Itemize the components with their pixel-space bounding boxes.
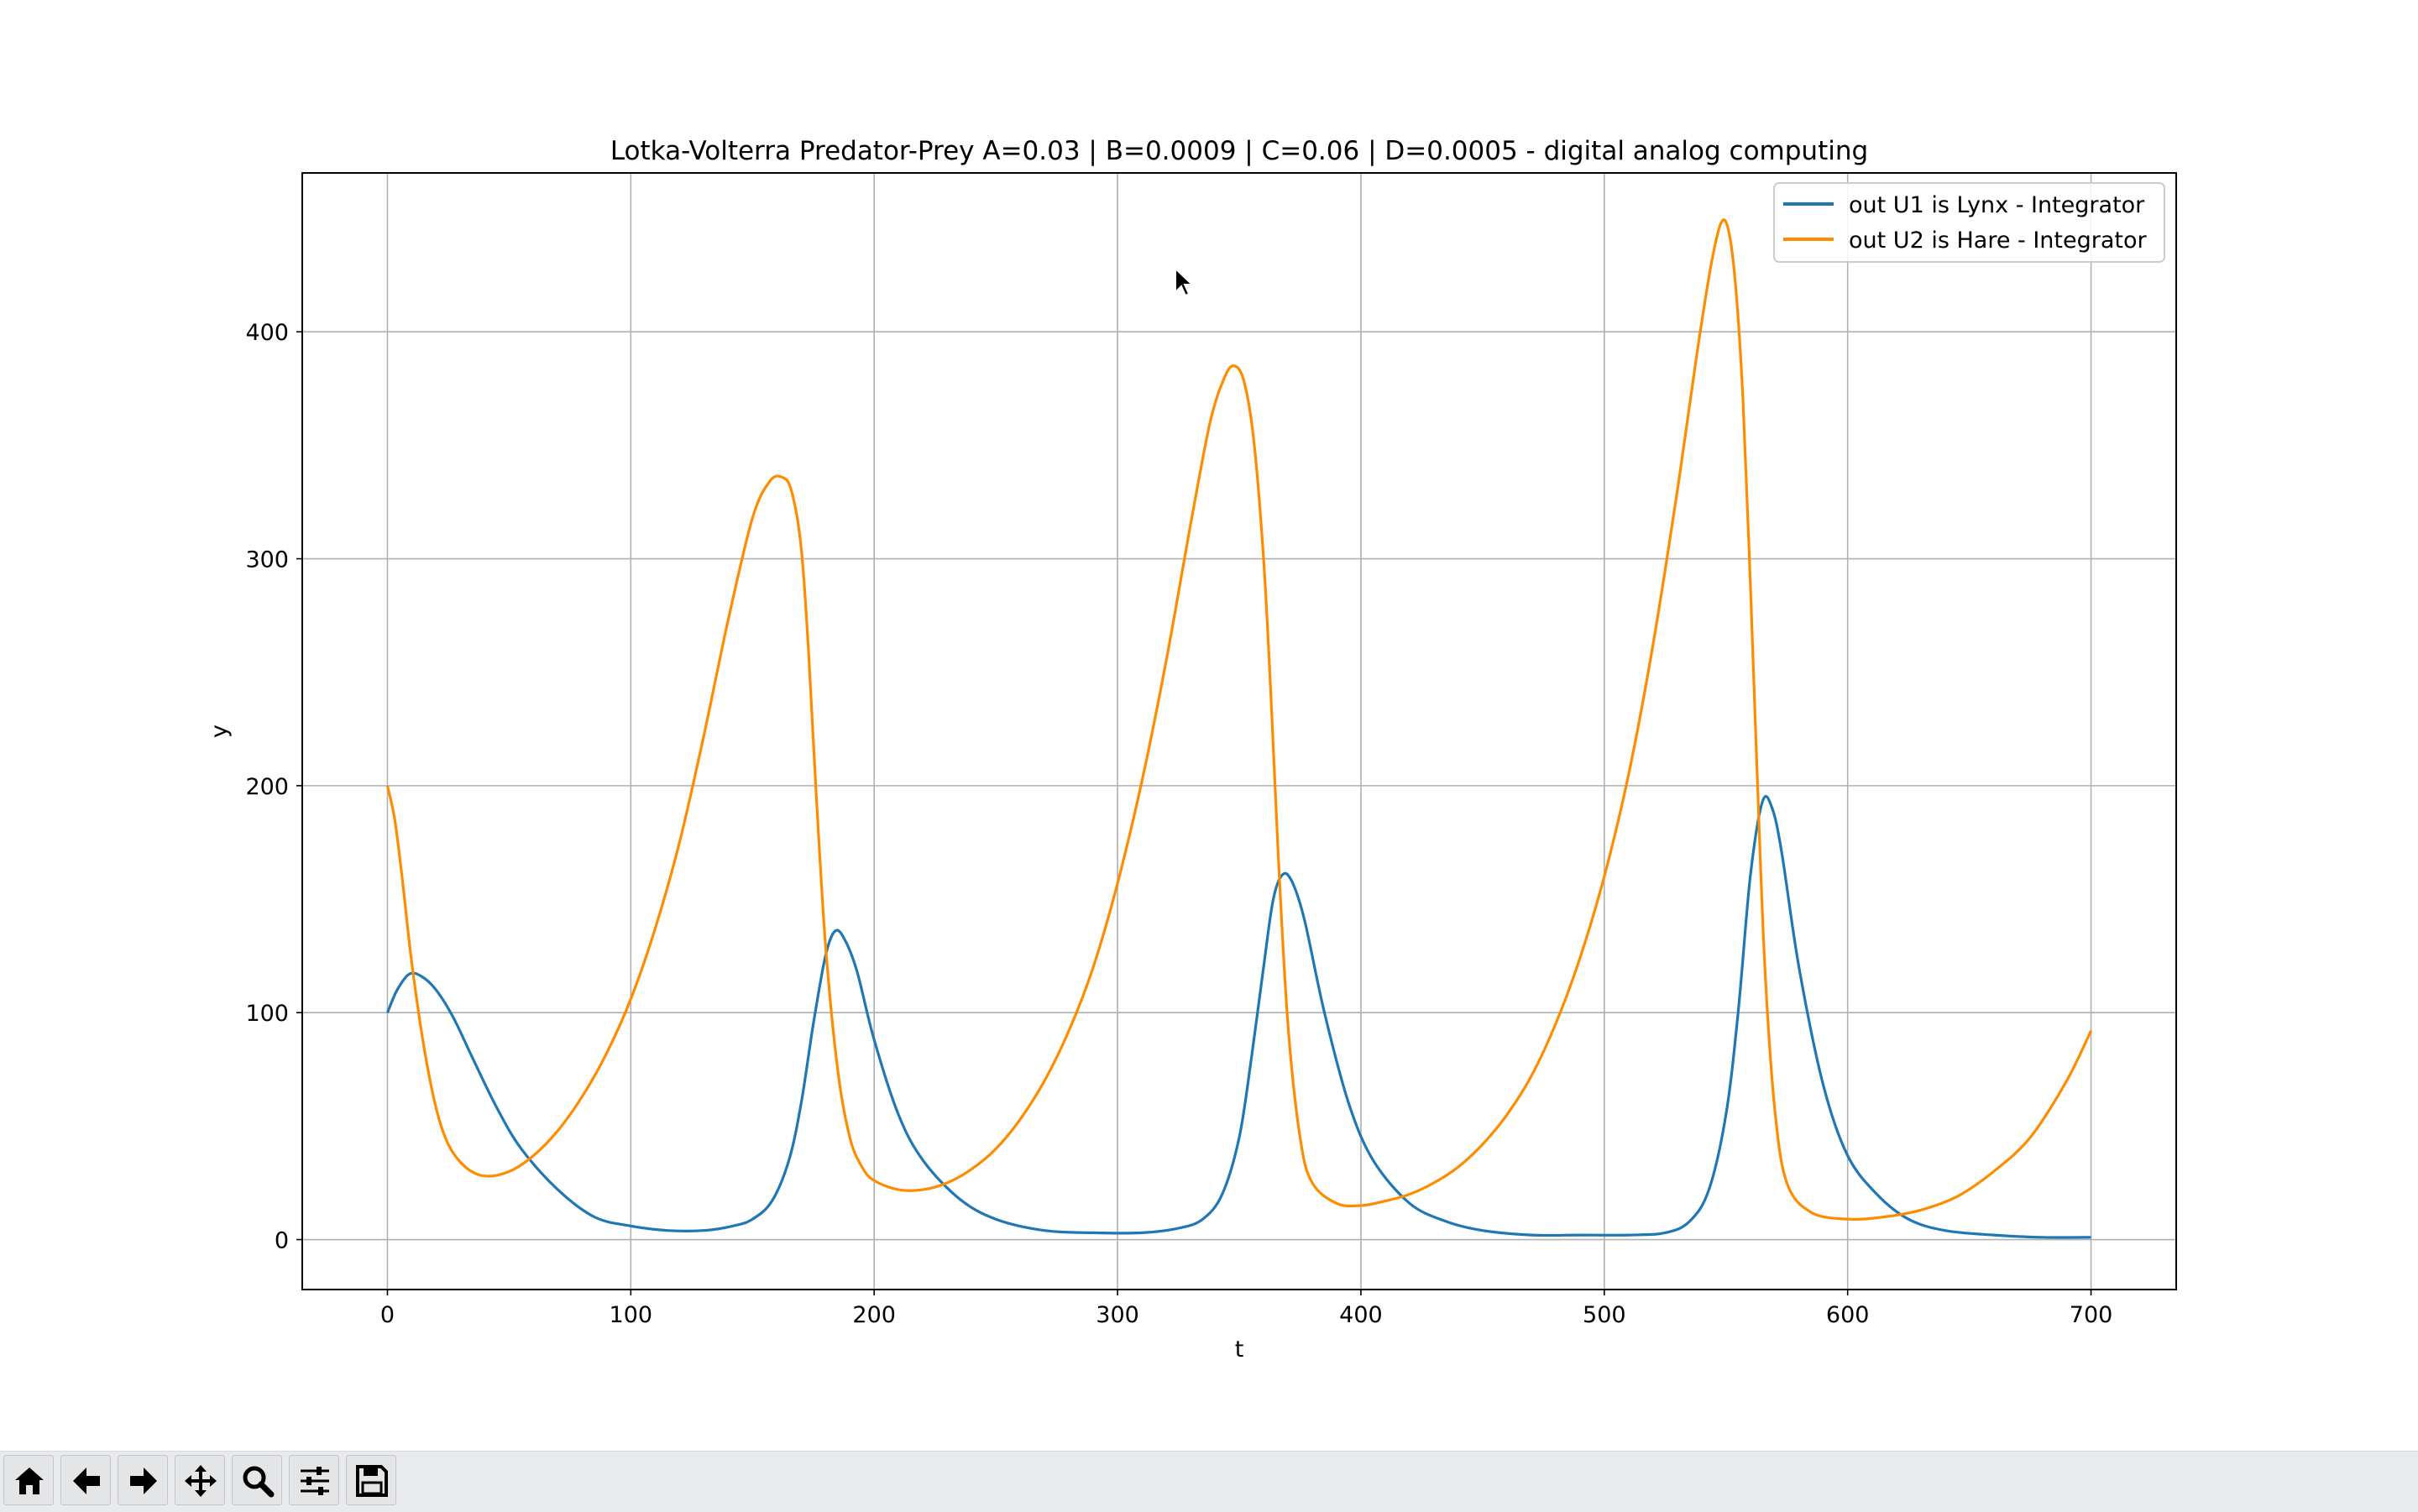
x-tick-label: 400 bbox=[1339, 1302, 1383, 1328]
pan-button[interactable] bbox=[175, 1455, 225, 1505]
y-tick-label: 0 bbox=[275, 1228, 289, 1254]
figure-canvas[interactable]: 0 100 200 300 400 500 600 700 0 100 200 300 400 Lotk… bbox=[0, 0, 2418, 1451]
series-line-lynx bbox=[386, 795, 2091, 1239]
magnifier-icon bbox=[243, 1466, 275, 1498]
grid-lines bbox=[302, 173, 2176, 1290]
legend-box bbox=[1773, 182, 2165, 263]
legend-label-hare: out U2 is Hare - Integrator bbox=[1849, 228, 2148, 254]
x-tick-label: 600 bbox=[1826, 1302, 1870, 1328]
floppy-disk-icon bbox=[356, 1465, 388, 1497]
x-tick-label: 0 bbox=[380, 1302, 395, 1328]
arrow-left-icon bbox=[73, 1468, 100, 1494]
x-tick-label: 700 bbox=[2070, 1302, 2113, 1328]
plot-svg[interactable]: 0 100 200 300 400 500 600 700 0 100 200 300 400 Lotk… bbox=[0, 0, 2418, 1451]
configure-subplots-button[interactable] bbox=[289, 1455, 339, 1505]
legend-label-lynx: out U1 is Lynx - Integrator bbox=[1849, 192, 2145, 218]
zoom-button[interactable] bbox=[232, 1455, 282, 1505]
y-tick-label: 400 bbox=[245, 320, 289, 346]
navigation-toolbar bbox=[0, 1451, 2418, 1512]
y-tick-label: 300 bbox=[245, 547, 289, 573]
move-icon bbox=[185, 1465, 217, 1497]
sliders-icon bbox=[301, 1467, 329, 1495]
legend: out U1 is Lynx - Integrator out U2 is Ha… bbox=[1773, 182, 2165, 263]
x-tick-label: 300 bbox=[1096, 1302, 1139, 1328]
x-tick-label: 100 bbox=[610, 1302, 653, 1328]
x-tick-label: 200 bbox=[852, 1302, 896, 1328]
forward-button[interactable] bbox=[118, 1455, 168, 1505]
y-tick-label: 200 bbox=[245, 774, 289, 800]
axes-frame bbox=[301, 172, 2177, 1290]
x-axis-label: t bbox=[1235, 1337, 1244, 1363]
axis-ticks: 0 100 200 300 400 500 600 700 0 100 200 300 400 bbox=[245, 320, 2112, 1328]
home-button[interactable] bbox=[3, 1455, 54, 1505]
x-tick-label: 500 bbox=[1583, 1302, 1626, 1328]
arrow-right-icon bbox=[130, 1468, 157, 1494]
back-button[interactable] bbox=[60, 1455, 111, 1505]
home-icon bbox=[15, 1468, 44, 1494]
save-button[interactable] bbox=[346, 1455, 396, 1505]
series-line-hare bbox=[385, 218, 2092, 1222]
y-tick-label: 100 bbox=[245, 1001, 289, 1027]
chart-title: Lotka-Volterra Predator-Prey A=0.03 | B=… bbox=[610, 136, 1868, 166]
series-layer bbox=[385, 218, 2092, 1239]
y-axis-label: y bbox=[207, 725, 233, 738]
